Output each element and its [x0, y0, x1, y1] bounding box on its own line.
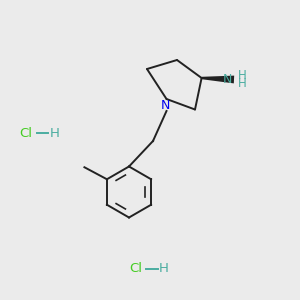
Text: Cl: Cl — [129, 262, 142, 275]
Text: H: H — [238, 69, 247, 82]
Text: H: H — [159, 262, 169, 275]
Text: H: H — [50, 127, 59, 140]
Text: H: H — [238, 76, 247, 90]
Text: N: N — [160, 99, 170, 112]
Text: N: N — [223, 73, 232, 86]
Text: Cl: Cl — [20, 127, 32, 140]
Polygon shape — [202, 76, 234, 83]
